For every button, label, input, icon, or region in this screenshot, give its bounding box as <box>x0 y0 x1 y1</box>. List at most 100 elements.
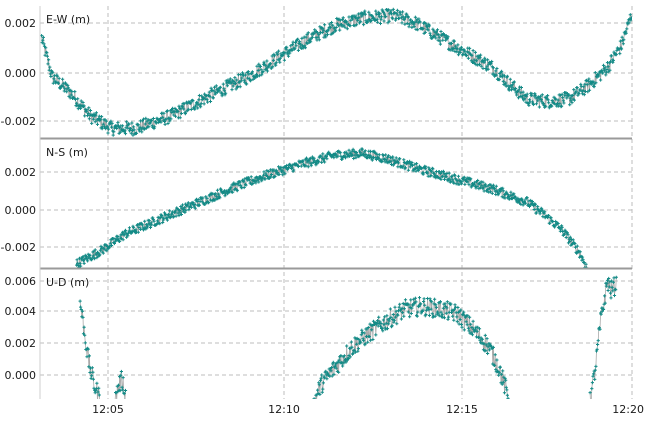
data-point <box>116 121 120 125</box>
data-point <box>519 91 523 95</box>
data-point <box>587 88 592 92</box>
data-point <box>230 88 234 92</box>
data-point <box>359 151 363 155</box>
data-point <box>196 197 200 202</box>
data-point <box>381 329 385 333</box>
data-point <box>54 80 58 84</box>
data-point <box>249 175 253 179</box>
data-point <box>344 360 348 364</box>
data-point <box>272 54 277 58</box>
data-point <box>161 220 165 225</box>
data-point <box>408 159 412 163</box>
data-point <box>431 27 435 31</box>
data-point <box>599 78 603 82</box>
data-point <box>263 177 267 181</box>
data-point <box>257 62 261 66</box>
data-point <box>258 64 263 68</box>
data-point <box>294 44 298 48</box>
series-line <box>76 149 587 268</box>
data-point <box>315 401 318 404</box>
data-point <box>573 242 577 246</box>
data-point <box>603 301 607 305</box>
data-point <box>88 370 92 375</box>
data-point <box>86 259 90 263</box>
data-point <box>280 168 284 172</box>
data-point <box>608 291 613 295</box>
data-point <box>160 215 164 219</box>
data-point <box>100 127 104 131</box>
data-point <box>126 234 130 238</box>
data-point <box>519 202 523 206</box>
data-point <box>111 133 115 137</box>
data-point <box>177 213 181 218</box>
data-point <box>379 321 383 326</box>
data-point <box>104 127 108 131</box>
data-point <box>281 173 285 177</box>
data-point <box>321 381 325 385</box>
data-point <box>537 105 541 109</box>
data-point <box>430 300 434 304</box>
data-point <box>176 110 180 114</box>
data-point <box>384 158 388 162</box>
data-point <box>468 315 472 319</box>
data-point <box>504 378 508 382</box>
data-point <box>467 329 471 333</box>
data-point <box>366 340 370 344</box>
data-point <box>218 196 222 200</box>
data-point <box>441 306 445 310</box>
data-point <box>419 302 423 306</box>
data-point <box>596 339 600 343</box>
data-point <box>122 233 126 237</box>
data-point <box>608 280 612 284</box>
data-point <box>372 16 376 20</box>
data-point <box>208 198 213 202</box>
data-point <box>423 303 427 307</box>
data-point <box>560 92 564 96</box>
data-point <box>184 110 188 114</box>
data-point <box>110 121 114 125</box>
data-point <box>559 227 563 231</box>
data-point <box>323 160 327 164</box>
data-point <box>476 63 480 67</box>
data-point <box>500 69 504 73</box>
data-point <box>517 88 521 92</box>
data-point <box>408 305 412 310</box>
series-line <box>41 8 632 136</box>
data-point <box>338 151 342 155</box>
data-point <box>189 101 193 105</box>
data-point <box>353 24 357 28</box>
data-point <box>502 391 507 395</box>
data-point <box>304 164 308 168</box>
data-point <box>441 174 445 178</box>
data-point <box>139 227 143 231</box>
data-point <box>180 206 184 210</box>
data-point <box>369 18 373 23</box>
data-point <box>599 312 603 316</box>
data-point <box>186 201 190 205</box>
y-tick-label: 0.002 <box>5 166 37 179</box>
data-point <box>213 198 217 202</box>
data-point <box>199 102 203 106</box>
data-point <box>359 20 363 24</box>
data-point <box>607 285 611 289</box>
x-tick-label: 12:20 <box>612 403 644 416</box>
data-point <box>612 276 616 280</box>
data-point <box>347 148 351 152</box>
data-point <box>377 157 381 161</box>
data-point <box>628 13 632 17</box>
data-point <box>532 102 536 107</box>
data-point <box>417 17 421 21</box>
data-point <box>324 35 328 39</box>
data-point <box>297 41 301 46</box>
data-point <box>501 79 505 83</box>
data-point <box>323 23 327 27</box>
data-point <box>590 381 594 385</box>
data-point <box>512 192 516 196</box>
data-point <box>433 174 437 178</box>
data-point <box>539 97 543 102</box>
data-point <box>195 100 199 104</box>
data-point <box>622 38 626 42</box>
data-point <box>605 67 609 72</box>
data-point <box>367 155 371 160</box>
data-point <box>364 152 368 157</box>
